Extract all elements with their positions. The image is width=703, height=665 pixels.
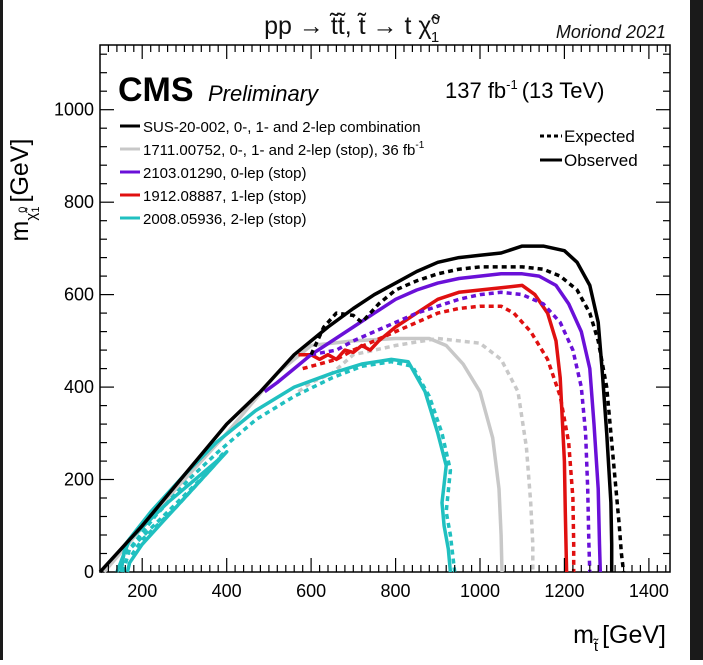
ticks-layer: 200 400 600 800 1000 1200 1400 0 200 400 600 800 100…: [54, 45, 670, 601]
series-layer: [98, 244, 626, 574]
x-tick-label: 600: [296, 581, 326, 601]
x-tick-label: 1200: [544, 581, 584, 601]
series-line-9: [310, 290, 592, 573]
x-tick-label: 400: [212, 581, 242, 601]
y-tick-label: 1000: [54, 100, 94, 120]
right-border: [690, 0, 703, 660]
legend-entry: 2008.05936, 2-lep (stop): [143, 211, 306, 228]
x-tick-label: 200: [127, 581, 157, 601]
y-tick-label: 200: [64, 470, 94, 490]
y-tick-label: 400: [64, 377, 94, 397]
legend-expected-label: Expected: [564, 127, 635, 146]
status-label: Preliminary: [208, 81, 320, 106]
x-tick-label: 1400: [629, 581, 669, 601]
series-line-3: [121, 359, 457, 573]
series-line-7: [302, 304, 576, 572]
legend: SUS-20-002, 0-, 1- and 2-lep combination…: [120, 119, 638, 228]
series-line-8: [263, 272, 603, 573]
legend-observed-label: Observed: [564, 151, 638, 170]
series-line-5: [124, 452, 225, 560]
left-border: [0, 0, 3, 660]
x-axis-title: mt̃ [GeV]: [573, 621, 666, 655]
lumi-label: 137 fb-1 (13 TeV): [445, 77, 604, 103]
corner-label: Moriond 2021: [556, 22, 666, 42]
x-tick-label: 800: [381, 581, 411, 601]
y-tick-label: 800: [64, 192, 94, 212]
y-tick-label: 600: [64, 285, 94, 305]
chart-title: pp → t̃t̃, t̃ → t χ̃0 1: [264, 11, 440, 46]
legend-entry: SUS-20-002, 0-, 1- and 2-lep combination: [143, 119, 421, 136]
experiment-label: CMS: [118, 71, 194, 109]
series-line-11: [309, 265, 626, 573]
legend-entry: 2103.01290, 0-lep (stop): [143, 165, 306, 182]
legend-entry: 1912.08887, 1-lep (stop): [143, 188, 306, 205]
legend-entry: 1711.00752, 0-, 1- and 2-lep (stop), 36 …: [143, 140, 425, 159]
y-tick-label: 0: [84, 562, 94, 582]
y-axis-title: mχ̃01[GeV]: [6, 139, 42, 242]
x-tick-label: 1000: [460, 581, 500, 601]
